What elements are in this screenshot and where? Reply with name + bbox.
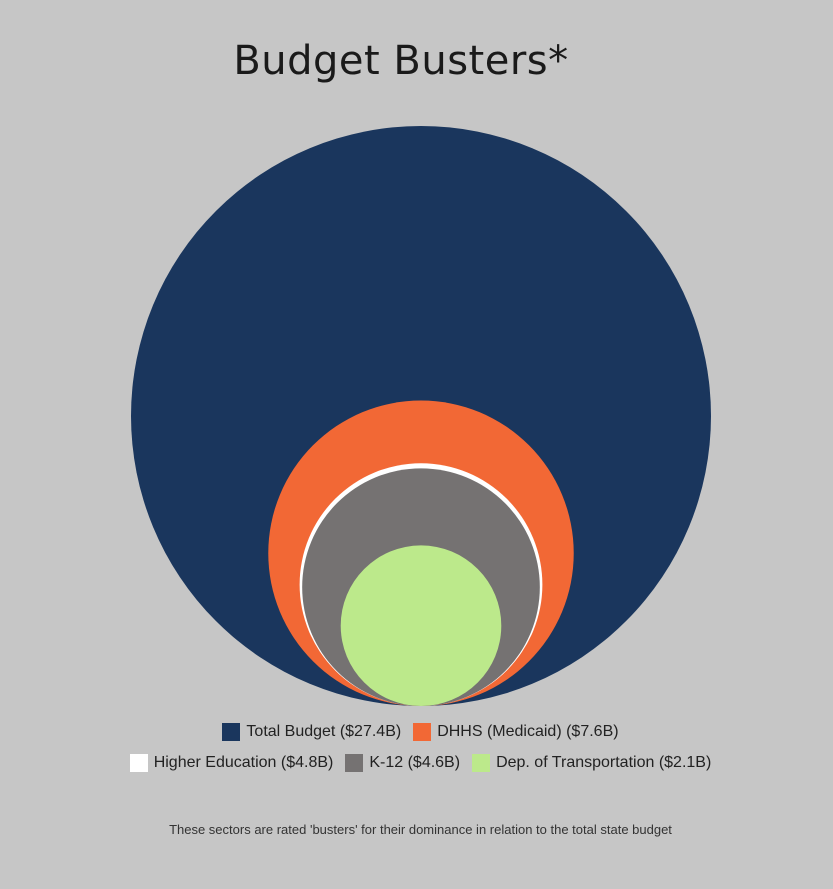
- bubble-transportation[interactable]: [340, 545, 502, 706]
- legend-label-transportation: Dep. of Transportation ($2.1B): [496, 754, 712, 771]
- legend-label-total-budget: Total Budget ($27.4B): [246, 723, 402, 740]
- legend-label-higher-education: Higher Education ($4.8B): [153, 754, 334, 771]
- legend-row-2: Higher Education ($4.8B) K-12 ($4.6B) De…: [0, 754, 833, 772]
- legend-label-dhhs: DHHS (Medicaid) ($7.6B): [437, 723, 619, 740]
- legend-swatch-dhhs: [413, 723, 432, 741]
- legend-item-higher-education[interactable]: Higher Education ($4.8B): [129, 754, 334, 772]
- legend-swatch-total-budget: [222, 723, 241, 741]
- legend-item-k12[interactable]: K-12 ($4.6B): [345, 754, 460, 772]
- legend-swatch-transportation: [472, 754, 491, 772]
- legend-item-transportation[interactable]: Dep. of Transportation ($2.1B): [472, 754, 711, 772]
- legend-item-total-budget[interactable]: Total Budget ($27.4B): [222, 723, 401, 741]
- chart-title: Budget Busters*: [233, 38, 569, 84]
- chart-footnote: These sectors are rated 'busters' for th…: [169, 822, 672, 837]
- legend-row-1: Total Budget ($27.4B) DHHS (Medicaid) ($…: [0, 723, 833, 741]
- legend-swatch-higher-education: [129, 754, 148, 772]
- legend-label-k12: K-12 ($4.6B): [369, 754, 461, 771]
- legend-item-dhhs[interactable]: DHHS (Medicaid) ($7.6B): [413, 723, 619, 741]
- legend-swatch-k12: [345, 754, 364, 772]
